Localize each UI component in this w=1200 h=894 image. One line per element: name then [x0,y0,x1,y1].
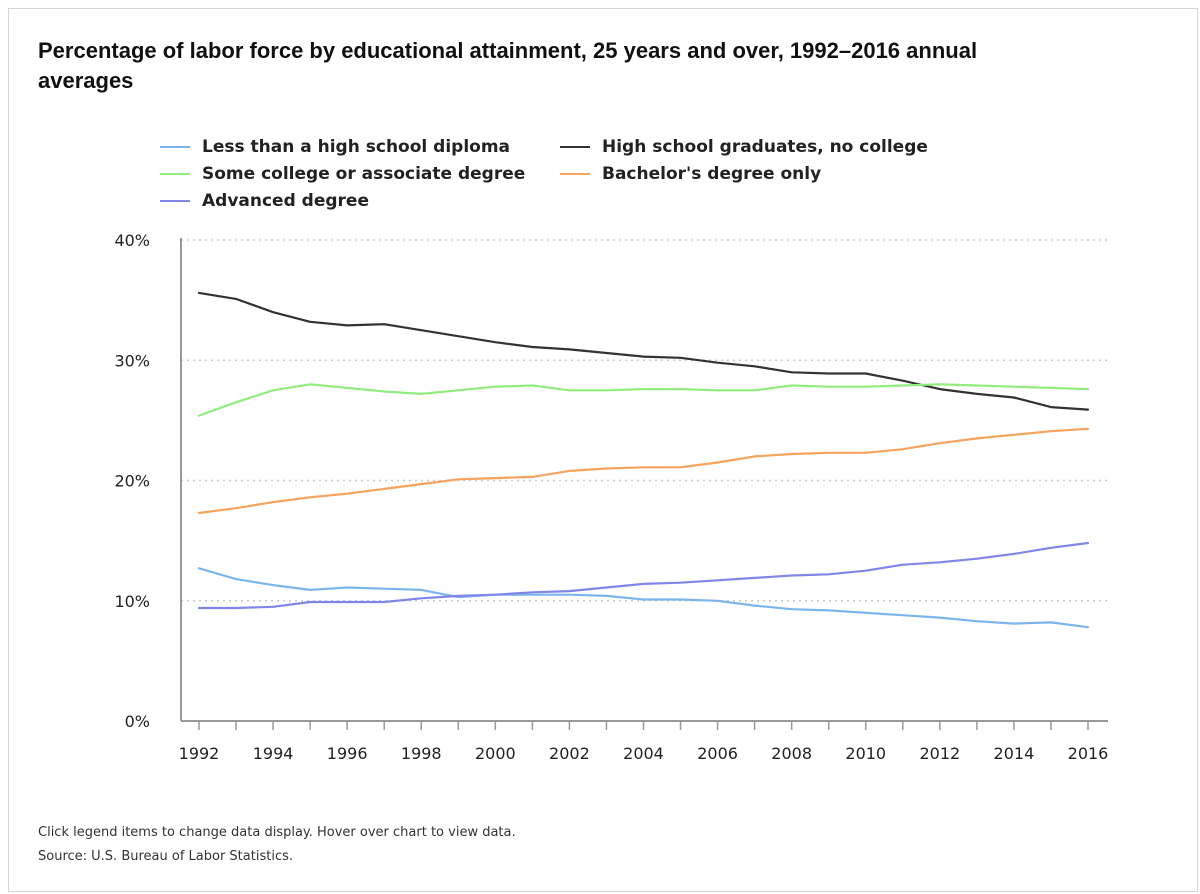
chart-legend: Less than a high school diploma High sch… [160,134,1060,224]
series-line-less-than-a-high-school-diploma[interactable] [197,567,1090,629]
x-tick-label: 2004 [623,744,664,763]
x-tick-label: 2006 [697,744,738,763]
x-tick-label: 2000 [475,744,516,763]
legend-item-high-school-graduates[interactable]: High school graduates, no college [560,134,928,160]
x-tick-label: 2012 [919,744,960,763]
axes: 0% 10% 20% 30% 40% 1992 1994 1996 1998 2000 2002 20… [114,231,1108,763]
series-lines[interactable] [197,291,1090,629]
y-tick-label: 30% [114,351,150,370]
x-tick-label: 2016 [1068,744,1109,763]
series-line-advanced-degree[interactable] [197,541,1090,610]
x-tick-label: 1994 [253,744,294,763]
y-tick-label: 40% [114,231,150,250]
legend-swatch-bachelors-degree [560,173,590,175]
x-tick-label: 2008 [771,744,812,763]
legend-swatch-high-school-graduates [560,146,590,148]
legend-label: Less than a high school diploma [202,137,511,157]
legend-item-advanced-degree[interactable]: Advanced degree [160,188,369,214]
legend-swatch-less-than-high-school [160,146,190,148]
grid-lines [181,239,1108,602]
x-tick-label: 1996 [327,744,368,763]
legend-swatch-advanced-degree [160,200,190,202]
legend-item-bachelors-degree[interactable]: Bachelor's degree only [560,161,821,187]
x-tick-label: 2002 [549,744,590,763]
y-tick-label: 20% [114,472,150,491]
legend-label: Bachelor's degree only [602,164,822,184]
x-tick-label: 2010 [845,744,886,763]
x-tick-label: 1992 [179,744,220,763]
series-line-some-college-or-associate-degree[interactable] [197,383,1090,417]
x-tick-label: 2014 [994,744,1035,763]
legend-label: High school graduates, no college [602,137,928,157]
footnote-instructions: Click legend items to change data displa… [38,825,516,840]
legend-swatch-some-college [160,173,190,175]
x-tick-label: 1998 [401,744,442,763]
legend-label: Advanced degree [202,191,369,211]
chart-frame [8,8,1198,892]
series-line-bachelor-s-degree-only[interactable] [197,427,1090,515]
footnote-source: Source: U.S. Bureau of Labor Statistics. [38,849,293,864]
series-line-high-school-graduates-no-college[interactable] [197,291,1090,411]
legend-label: Some college or associate degree [202,164,526,184]
legend-item-less-than-high-school[interactable]: Less than a high school diploma [160,134,510,160]
chart-title: Percentage of labor force by educational… [38,38,978,93]
y-tick-label: 10% [114,592,150,611]
y-tick-label: 0% [125,712,150,731]
legend-item-some-college[interactable]: Some college or associate degree [160,161,525,187]
